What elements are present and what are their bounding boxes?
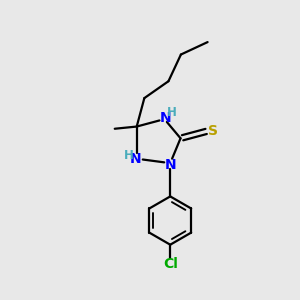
Text: Cl: Cl <box>163 257 178 272</box>
Text: N: N <box>160 111 171 125</box>
Text: H: H <box>124 149 134 162</box>
Text: S: S <box>208 124 218 138</box>
Text: N: N <box>165 158 176 172</box>
Text: H: H <box>167 106 177 119</box>
Text: N: N <box>130 152 141 166</box>
